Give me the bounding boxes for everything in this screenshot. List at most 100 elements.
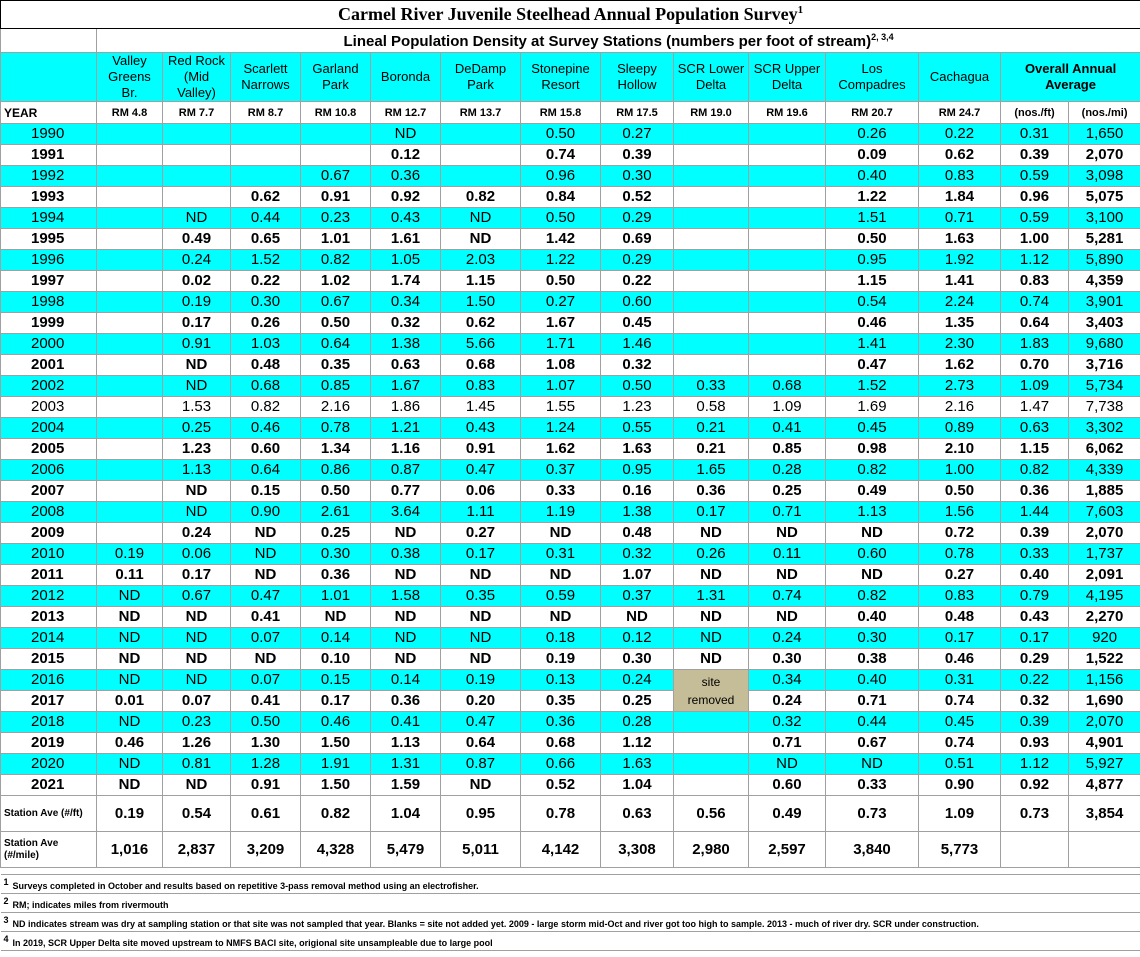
value-cell: ND [230, 564, 301, 586]
value-cell: 1.34 [300, 438, 371, 460]
river-mile: RM 10.8 [300, 101, 371, 124]
value-cell: 0.29 [1000, 648, 1069, 670]
value-cell: 0.29 [600, 207, 674, 229]
value-cell: 0.45 [825, 417, 919, 439]
value-cell: 0.30 [600, 165, 674, 187]
river-mile: RM 13.7 [440, 101, 521, 124]
value-cell: ND [748, 753, 826, 775]
river-mile: RM 4.8 [96, 101, 163, 124]
average-value: 3,840 [825, 831, 919, 868]
value-cell: 0.50 [825, 228, 919, 250]
value-cell: 2,070 [1067, 144, 1140, 166]
value-cell [673, 207, 749, 229]
station-name: Scarlett Narrows [230, 52, 301, 102]
value-cell [440, 165, 521, 187]
average-value: 0.82 [300, 795, 371, 832]
value-cell: 0.31 [520, 543, 601, 565]
station-name: Garland Park [300, 52, 371, 102]
value-cell: ND [96, 606, 163, 628]
value-cell [96, 396, 163, 418]
value-cell: 0.35 [440, 585, 521, 607]
data-row: 2011 0.11 0.17 ND 0.36 ND ND ND 1.07 ND ND ND 0.27 0.… [0, 564, 1140, 586]
average-value: 1.09 [918, 795, 1001, 832]
average-value: 0.54 [162, 795, 231, 832]
value-cell [96, 291, 163, 313]
value-cell: 0.17 [162, 312, 231, 334]
average-value [1000, 831, 1069, 868]
value-cell: ND [370, 123, 441, 145]
value-cell [96, 438, 163, 460]
value-cell: 1.08 [520, 354, 601, 376]
value-cell: ND [440, 564, 521, 586]
value-cell: 0.65 [230, 228, 301, 250]
data-row: 2020 ND 0.81 1.28 1.91 1.31 0.87 0.66 1.63 ND ND 0.… [0, 753, 1140, 775]
value-cell: 0.31 [918, 669, 1001, 691]
value-cell: 5.66 [440, 333, 521, 355]
value-cell: 0.47 [440, 711, 521, 733]
value-cell: 0.85 [748, 438, 826, 460]
value-cell: 0.50 [300, 312, 371, 334]
average-label: Station Ave (#/ft) [0, 795, 97, 832]
year: 2014 [0, 627, 97, 649]
data-row: 1991 0.12 0.74 0.39 0.09 0.62 0.39 2,070 [0, 144, 1140, 166]
value-cell: 0.27 [520, 291, 601, 313]
station-name: Valley Greens Br. [96, 52, 163, 102]
value-cell: 0.91 [230, 774, 301, 796]
value-cell: 0.24 [748, 627, 826, 649]
value-cell: 0.49 [825, 480, 919, 502]
value-cell [96, 333, 163, 355]
value-cell: 3,403 [1067, 312, 1140, 334]
value-cell: 0.27 [440, 522, 521, 544]
note-text: ND indicates stream was dry at sampling … [12, 919, 979, 929]
blank-cell [0, 52, 97, 102]
value-cell: 1.46 [600, 333, 674, 355]
value-cell: 3,302 [1067, 417, 1140, 439]
value-cell: 0.92 [1000, 774, 1069, 796]
river-mile: RM 12.7 [370, 101, 441, 124]
average-label: Station Ave (#/mile) [0, 831, 97, 868]
value-cell: 0.37 [600, 585, 674, 607]
value-cell: 3,100 [1067, 207, 1140, 229]
value-cell: 0.40 [1000, 564, 1069, 586]
value-cell: 3,098 [1067, 165, 1140, 187]
station-name: Boronda [370, 52, 441, 102]
value-cell: 0.41 [230, 690, 301, 712]
river-mile: RM 8.7 [230, 101, 301, 124]
value-cell: 0.17 [1000, 627, 1069, 649]
data-row: 2004 0.25 0.46 0.78 1.21 0.43 1.24 0.55 0.21 0.41… [0, 417, 1140, 439]
value-cell: 0.46 [918, 648, 1001, 670]
year: 2016 [0, 669, 97, 691]
value-cell [748, 207, 826, 229]
value-cell: 0.39 [1000, 522, 1069, 544]
river-mile: RM 20.7 [825, 101, 919, 124]
value-cell: ND [673, 564, 749, 586]
value-cell: 0.90 [918, 774, 1001, 796]
value-cell: 5,890 [1067, 249, 1140, 271]
value-cell: 0.47 [440, 459, 521, 481]
value-cell: ND [162, 480, 231, 502]
value-cell [748, 270, 826, 292]
value-cell [96, 312, 163, 334]
value-cell: 0.06 [162, 543, 231, 565]
value-cell: 0.68 [520, 732, 601, 754]
value-cell: 0.21 [673, 438, 749, 460]
river-mile: RM 15.8 [520, 101, 601, 124]
value-cell: 2,270 [1067, 606, 1140, 628]
year: 2008 [0, 501, 97, 523]
value-cell: 0.07 [162, 690, 231, 712]
value-cell: 1.15 [440, 270, 521, 292]
data-row: 1993 0.62 0.91 0.92 0.82 0.84 0.52 1.22 1.84 0.96… [0, 186, 1140, 208]
value-cell [230, 123, 301, 145]
value-cell: 0.74 [1000, 291, 1069, 313]
data-row: 2001 ND 0.48 0.35 0.63 0.68 1.08 0.32 0.47 1.62 0.… [0, 354, 1140, 376]
footnote-mark: 2 [3, 896, 9, 906]
value-cell: 0.40 [825, 606, 919, 628]
value-cell: 0.36 [300, 564, 371, 586]
station-average-row: Station Ave (#/mile) 1,016 2,837 3,209 4,328… [0, 831, 1140, 868]
year: 1998 [0, 291, 97, 313]
value-cell: 0.67 [162, 585, 231, 607]
year: 2004 [0, 417, 97, 439]
data-row: 1995 0.49 0.65 1.01 1.61 ND 1.42 0.69 0.50 1.63 1.… [0, 228, 1140, 250]
value-cell: 0.33 [825, 774, 919, 796]
value-cell [673, 732, 749, 754]
